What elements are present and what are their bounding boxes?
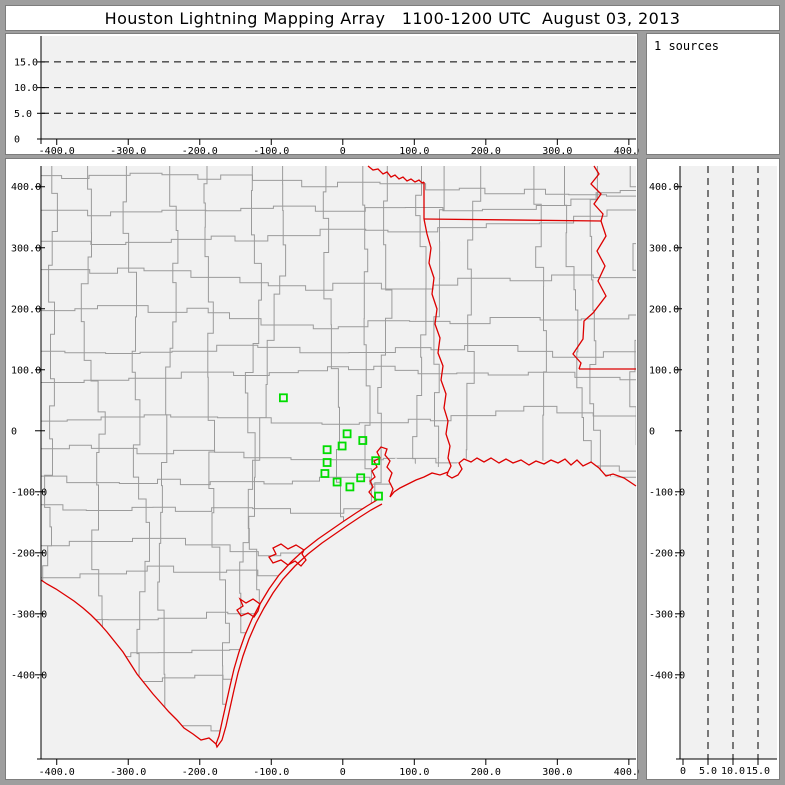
- altitude-eastwest-panel[interactable]: 0 5.0 10.0 15.0 -400.0 -300.0 -200.0 -100.0 0 100…: [5, 33, 639, 156]
- x-tick-label: -200.0: [182, 146, 218, 156]
- y-tick-label: -100.0: [11, 487, 47, 498]
- y-tick-label: 400.0: [11, 182, 41, 193]
- y-tick-label: 0: [649, 426, 655, 437]
- plot-area-background: [41, 166, 636, 759]
- y-tick-label: 300.0: [11, 243, 41, 254]
- x-tick-label: -400.0: [39, 146, 75, 156]
- la-coast-line: [446, 457, 637, 487]
- lma-station-marker: [371, 456, 381, 466]
- y-tick-label: 10.0: [14, 83, 38, 94]
- plot-area-background: [680, 166, 777, 759]
- sources-count-panel: 1 sources: [646, 33, 780, 155]
- plan-view-map-plot[interactable]: 400.0 300.0 200.0 100.0 0 -100.0 -200.0 -300.0 -…: [6, 159, 639, 781]
- x-tick-label: 0: [680, 766, 686, 777]
- y-tick-label: -200.0: [11, 548, 47, 559]
- altitude-northsouth-panel[interactable]: 400.0 300.0 200.0 100.0 0 -100.0 -200.0 -300.0 -…: [646, 158, 780, 780]
- y-tick-label: -400.0: [649, 670, 685, 681]
- x-tick-label: 0: [340, 767, 346, 778]
- x-tick-label: 200.0: [471, 146, 501, 156]
- lma-station-marker: [358, 436, 368, 445]
- x-tick-label: 5.0: [699, 766, 717, 777]
- altitude-eastwest-plot[interactable]: 0 5.0 10.0 15.0 -400.0 -300.0 -200.0 -100.0 0 100…: [6, 34, 639, 156]
- page-title: Houston Lightning Mapping Array 1100-120…: [104, 8, 681, 28]
- y-tick-label: -300.0: [649, 609, 685, 620]
- y-tick-label: -100.0: [649, 487, 685, 498]
- lma-station-marker: [342, 429, 352, 439]
- x-tick-label: 100.0: [399, 146, 429, 156]
- x-tick-label: -300.0: [110, 146, 146, 156]
- y-tick-label: 100.0: [649, 365, 679, 376]
- y-tick-label: 100.0: [11, 365, 41, 376]
- red-river-line: [367, 165, 425, 184]
- x-tick-label: 300.0: [542, 146, 572, 156]
- bolivar-coast-line: [389, 471, 449, 498]
- barrier-coast-line: [215, 499, 378, 745]
- y-tick-label: 300.0: [649, 243, 679, 254]
- galveston-bay-line: [368, 446, 394, 501]
- y-tick-label: 200.0: [649, 304, 679, 315]
- y-tick-label: -400.0: [11, 670, 47, 681]
- lma-station-marker: [322, 445, 332, 455]
- lma-station-marker: [320, 469, 330, 478]
- lma-station-marker: [337, 441, 347, 451]
- x-tick-label: 200.0: [471, 767, 501, 778]
- y-tick-label: 15.0: [14, 57, 38, 68]
- mississippi-river-line: [572, 165, 607, 370]
- x-tick-label: -300.0: [110, 767, 146, 778]
- lma-station-marker: [278, 393, 288, 403]
- x-tick-label: 400.0: [614, 146, 639, 156]
- y-tick-label: -200.0: [649, 548, 685, 559]
- x-tick-label: 0: [340, 146, 346, 156]
- x-tick-label: -100.0: [253, 767, 289, 778]
- altitude-northsouth-plot[interactable]: 400.0 300.0 200.0 100.0 0 -100.0 -200.0 -300.0 -…: [647, 159, 781, 781]
- y-tick-label: 5.0: [14, 109, 32, 120]
- y-tick-label: 200.0: [11, 304, 41, 315]
- lma-station-marker: [374, 491, 383, 501]
- rio-grande-line: [40, 579, 217, 745]
- barrier-island-line: [215, 503, 383, 749]
- y-tick-label: 400.0: [649, 182, 679, 193]
- x-tick-label: -400.0: [39, 767, 75, 778]
- matagorda-bay-line: [268, 543, 307, 567]
- x-tick-label: 10.0: [721, 766, 745, 777]
- x-tick-label: 15.0: [746, 766, 770, 777]
- corpus-bay-line: [236, 597, 261, 618]
- y-tick-label: 0: [11, 426, 17, 437]
- ar-la-line-line: [423, 218, 602, 222]
- lma-station-marker: [345, 482, 355, 492]
- lma-station-marker: [332, 477, 342, 487]
- x-tick-label: -100.0: [253, 146, 289, 156]
- x-tick-label: -200.0: [182, 767, 218, 778]
- plan-view-map-panel[interactable]: 400.0 300.0 200.0 100.0 0 -100.0 -200.0 -300.0 -…: [5, 158, 639, 781]
- sources-count-label: 1 sources: [654, 39, 720, 53]
- tx-la-border-line: [423, 218, 452, 473]
- lma-station-marker: [322, 458, 332, 467]
- x-tick-label: 300.0: [542, 767, 572, 778]
- x-tick-label: 100.0: [399, 767, 429, 778]
- y-tick-label: 0: [14, 135, 20, 146]
- lma-station-marker: [356, 473, 366, 483]
- y-tick-label: -300.0: [11, 609, 47, 620]
- title-bar: Houston Lightning Mapping Array 1100-120…: [5, 5, 780, 31]
- x-tick-label: 400.0: [614, 767, 639, 778]
